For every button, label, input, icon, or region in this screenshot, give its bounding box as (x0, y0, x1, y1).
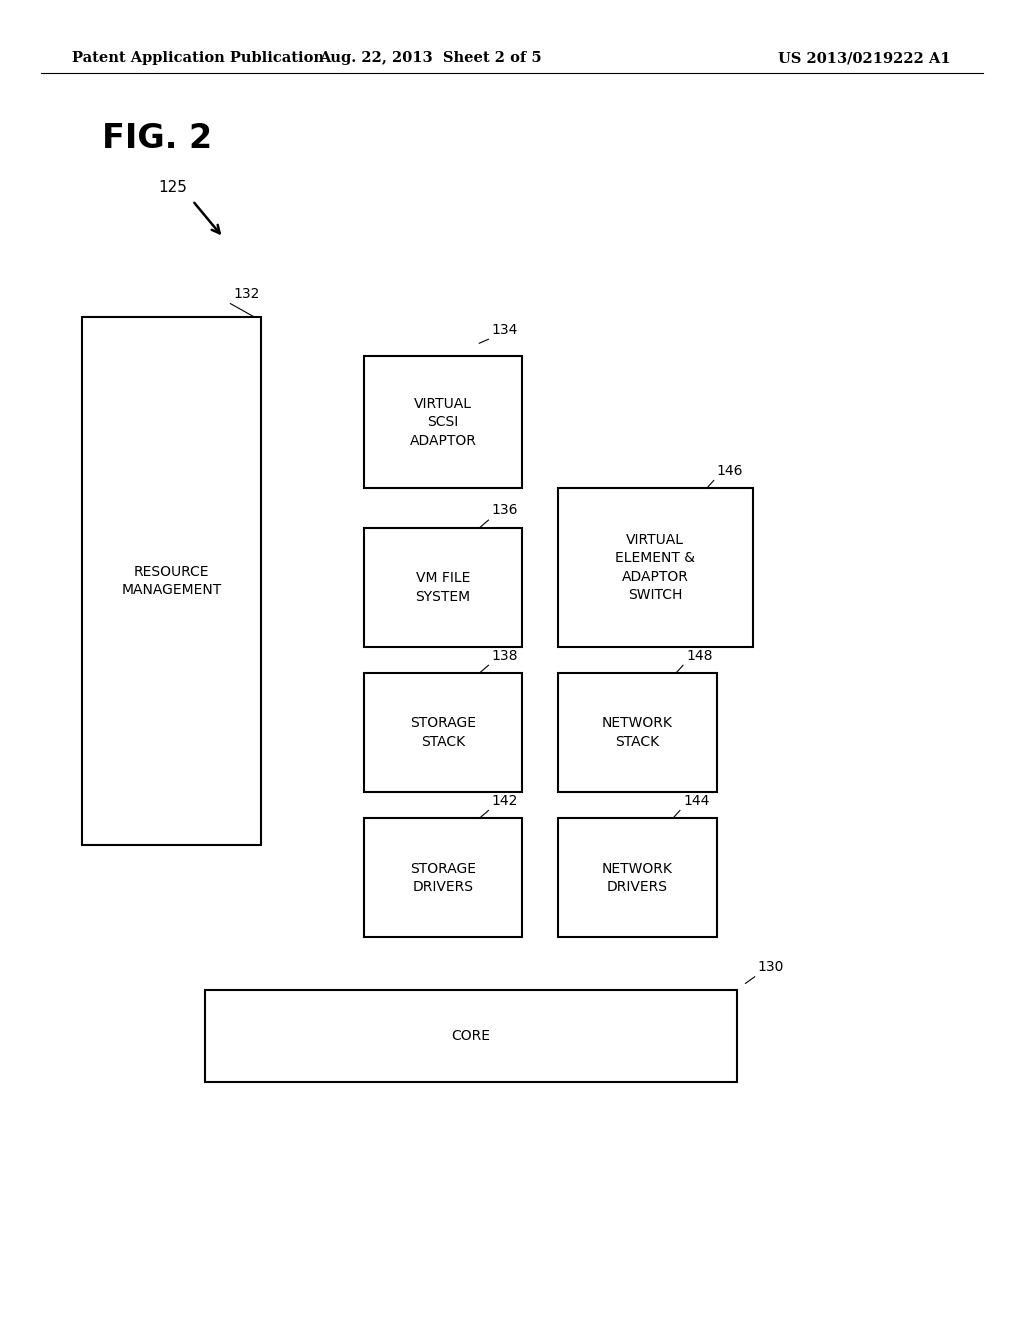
Text: STORAGE
STACK: STORAGE STACK (410, 717, 476, 748)
Bar (364, 528, 522, 647)
Text: 130: 130 (758, 960, 784, 974)
Bar (558, 818, 717, 937)
Text: Aug. 22, 2013  Sheet 2 of 5: Aug. 22, 2013 Sheet 2 of 5 (318, 51, 542, 65)
Text: 142: 142 (492, 793, 518, 808)
Text: VIRTUAL
ELEMENT &
ADAPTOR
SWITCH: VIRTUAL ELEMENT & ADAPTOR SWITCH (615, 533, 695, 602)
Bar (558, 488, 753, 647)
Bar (558, 673, 717, 792)
Text: 132: 132 (233, 286, 260, 301)
Text: CORE: CORE (452, 1030, 490, 1043)
Text: 136: 136 (492, 503, 518, 517)
Text: 134: 134 (492, 322, 518, 337)
Bar (82, 317, 261, 845)
Bar (364, 673, 522, 792)
Text: NETWORK
DRIVERS: NETWORK DRIVERS (602, 862, 673, 894)
Bar (205, 990, 737, 1082)
Text: 148: 148 (686, 648, 713, 663)
Text: 138: 138 (492, 648, 518, 663)
Text: VIRTUAL
SCSI
ADAPTOR: VIRTUAL SCSI ADAPTOR (410, 397, 476, 447)
Text: US 2013/0219222 A1: US 2013/0219222 A1 (778, 51, 951, 65)
Text: 144: 144 (683, 793, 710, 808)
Text: VM FILE
SYSTEM: VM FILE SYSTEM (416, 572, 470, 603)
Text: STORAGE
DRIVERS: STORAGE DRIVERS (410, 862, 476, 894)
Text: 125: 125 (159, 181, 187, 195)
Text: FIG. 2: FIG. 2 (102, 121, 213, 154)
Bar (364, 356, 522, 488)
Text: RESOURCE
MANAGEMENT: RESOURCE MANAGEMENT (122, 565, 221, 597)
Text: NETWORK
STACK: NETWORK STACK (602, 717, 673, 748)
Bar (364, 818, 522, 937)
Text: Patent Application Publication: Patent Application Publication (72, 51, 324, 65)
Text: 146: 146 (717, 463, 743, 478)
